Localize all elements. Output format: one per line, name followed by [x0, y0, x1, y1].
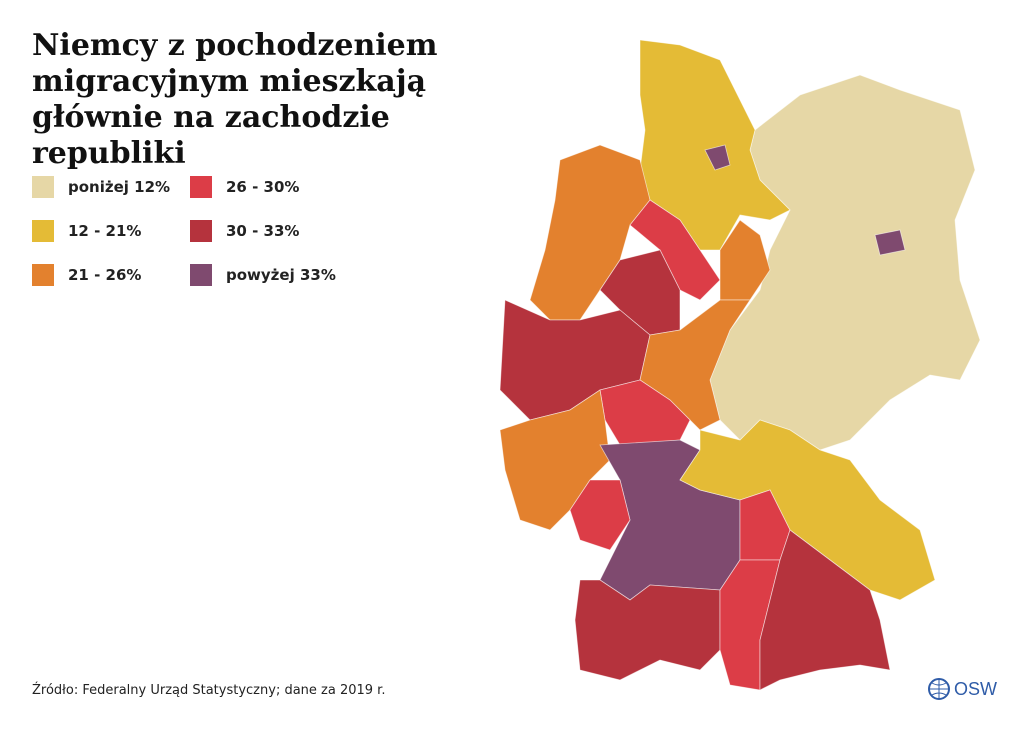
- logo-text: OSW: [954, 678, 997, 699]
- region: [874, 229, 906, 256]
- legend-label: 21 - 26%: [68, 266, 142, 284]
- region: [599, 379, 691, 446]
- legend-swatch: [190, 176, 212, 198]
- region: [679, 419, 936, 601]
- legend-swatch: [32, 176, 54, 198]
- legend-item: 12 - 21%: [32, 220, 141, 242]
- legend-swatch: [32, 220, 54, 242]
- region: [704, 144, 731, 171]
- logo-globe: [928, 678, 950, 700]
- region: [569, 479, 631, 551]
- legend-label: poniżej 12%: [68, 178, 171, 196]
- legend-item: 21 - 26%: [32, 264, 141, 286]
- legend-item: poniżej 12%: [32, 176, 170, 198]
- region: [759, 529, 891, 691]
- region: [639, 299, 751, 431]
- title: Niemcy z pochodzeniem migracyjnym mieszk…: [32, 28, 438, 171]
- legend-swatch: [32, 264, 54, 286]
- legend-label: 30 - 33%: [226, 222, 300, 240]
- source: Źródło: Federalny Urząd Statystyczny; da…: [32, 683, 386, 698]
- legend-swatch: [190, 220, 212, 242]
- region: [709, 74, 981, 451]
- legend-item: powyżej 33%: [190, 264, 336, 286]
- region: [499, 389, 611, 531]
- legend-label: 26 - 30%: [226, 178, 300, 196]
- region: [574, 579, 721, 681]
- legend-item: 30 - 33%: [190, 220, 299, 242]
- logo: OSW: [928, 678, 997, 700]
- legend-label: 12 - 21%: [68, 222, 142, 240]
- legend-item: 26 - 30%: [190, 176, 299, 198]
- legend-swatch: [190, 264, 212, 286]
- legend: poniżej 12% 12 - 21% 21 - 26% 26 - 30% 30 - …: [32, 176, 362, 306]
- legend-label: powyżej 33%: [226, 266, 336, 284]
